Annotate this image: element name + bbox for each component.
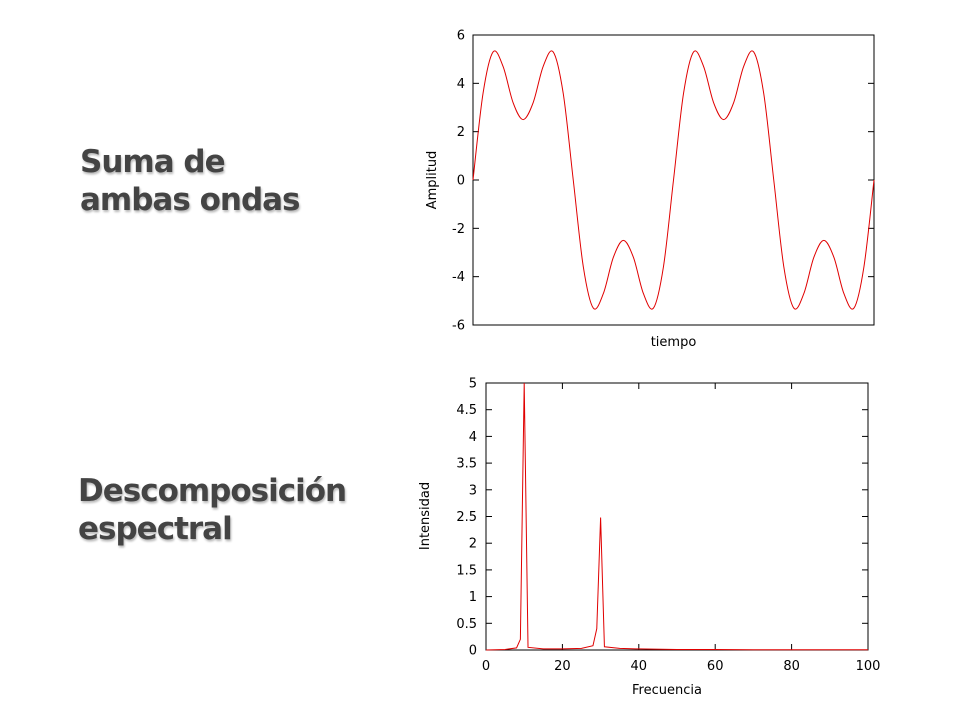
plot-frame (485, 382, 869, 651)
x-tick-label: 0 (482, 659, 490, 674)
y-tick-label: 1.5 (456, 563, 477, 578)
y-tick-label: 4.5 (456, 403, 477, 418)
y-tick-label: 2.5 (456, 510, 477, 525)
y-axis-label: Amplitud (425, 151, 440, 210)
y-tick-label: -6 (452, 319, 465, 334)
x-tick-label: 40 (631, 659, 648, 674)
x-axis-label: tiempo (651, 335, 697, 350)
y-tick-label: 5 (469, 377, 477, 392)
x-axis-label: Frecuencia (632, 683, 702, 698)
y-tick-label: 0 (469, 644, 477, 659)
y-tick-label: 4 (469, 430, 477, 445)
y-tick-label: 2 (457, 125, 465, 140)
y-tick-label: 3.5 (456, 457, 477, 472)
x-tick-label: 60 (707, 659, 724, 674)
heading-descomposicion-line1: Descomposición (78, 473, 347, 509)
y-tick-label: 2 (469, 537, 477, 552)
y-tick-label: -2 (452, 222, 465, 237)
y-tick-label: 0 (457, 174, 465, 189)
y-tick-label: 4 (457, 77, 465, 92)
y-axis-label: Intensidad (418, 482, 433, 550)
y-tick-label: 3 (469, 483, 477, 498)
y-tick-label: 1 (469, 590, 477, 605)
time-domain-chart: -6 -4 -2 0 2 4 6 tiempo Amplitud (425, 29, 875, 350)
x-tick-label: 20 (554, 659, 571, 674)
x-tick-label: 80 (783, 659, 800, 674)
y-tick-label: 0.5 (456, 617, 477, 632)
heading-suma-line1: Suma de (80, 144, 226, 180)
x-tick-label: 100 (856, 659, 881, 674)
heading-suma: Suma de ambas ondas (80, 143, 301, 219)
y-tick-label: -4 (452, 270, 465, 285)
heading-descomposicion: Descomposición espectral (78, 472, 347, 548)
heading-suma-line2: ambas ondas (80, 182, 301, 218)
heading-descomposicion-line2: espectral (78, 511, 233, 547)
y-tick-label: 6 (457, 29, 465, 44)
signal-series-line (472, 50, 875, 310)
spectrum-series-line (485, 382, 868, 651)
